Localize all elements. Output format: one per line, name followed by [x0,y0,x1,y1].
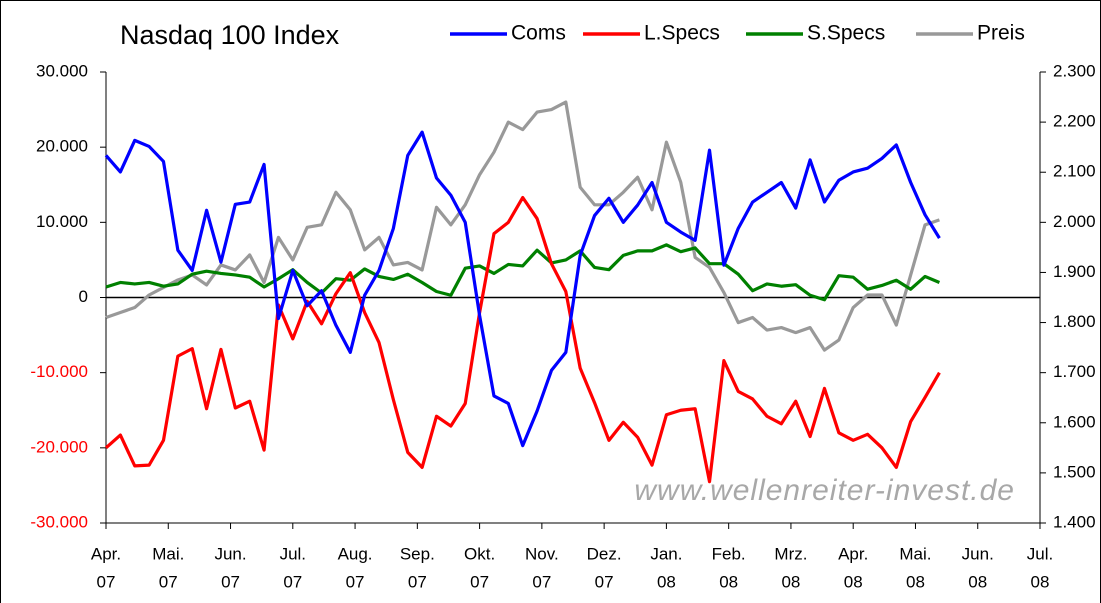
x-tick-label: Mai. [899,544,931,563]
y-tick-label: -10.000 [30,362,88,381]
x-tick-label: 07 [595,572,614,591]
x-tick-label: Jan. [650,544,682,563]
x-tick-label: 08 [781,572,800,591]
legend-label: Preis [977,22,1025,45]
watermark: www.wellenreiter-invest.de [634,474,1015,507]
y2-tick-label: 2.300 [1053,61,1096,80]
y2-tick-label: 1.800 [1053,312,1096,331]
x-tick-label: Okt. [464,544,495,563]
x-tick-label: Apr. [91,544,121,563]
x-tick-label: 07 [283,572,302,591]
x-tick-label: 08 [719,572,738,591]
x-tick-label: 07 [532,572,551,591]
x-tick-label: 08 [657,572,676,591]
x-tick-label: Jul. [1027,544,1053,563]
x-tick-label: Apr. [838,544,868,563]
x-tick-label: Mrz. [774,544,807,563]
y2-tick-label: 2.100 [1053,162,1096,181]
y-tick-label: 0 [79,287,88,306]
legend-label: L.Specs [644,22,720,45]
y2-tick-label: 1.500 [1053,462,1096,481]
x-tick-label: Dez. [587,544,622,563]
x-tick-label: Mai. [152,544,184,563]
x-tick-label: Nov. [525,544,559,563]
y-tick-label: 20.000 [36,137,88,156]
y-tick-label: 30.000 [36,61,88,80]
y2-tick-label: 2.000 [1053,212,1096,231]
x-tick-label: Jun. [214,544,246,563]
chart-title: Nasdaq 100 Index [120,20,340,50]
x-tick-label: 08 [906,572,925,591]
x-tick-label: 07 [346,572,365,591]
x-tick-label: 08 [968,572,987,591]
series-line [104,195,941,484]
legend-label: Coms [511,22,566,45]
x-tick-label: 07 [159,572,178,591]
x-tick-label: 07 [221,572,240,591]
y2-tick-label: 1.600 [1053,412,1096,431]
y2-tick-label: 1.400 [1053,512,1096,531]
y-tick-label: -30.000 [30,512,88,531]
x-tick-label: 08 [844,572,863,591]
series-line [105,100,940,352]
x-tick-label: 07 [408,572,427,591]
series-line [104,130,941,448]
y-tick-label: -20.000 [30,437,88,456]
y2-tick-label: 2.200 [1053,112,1096,131]
y-tick-label: 10.000 [36,212,88,231]
x-tick-label: 07 [97,572,116,591]
y2-tick-label: 1.700 [1053,362,1096,381]
series-line [105,243,941,302]
x-tick-label: Feb. [712,544,746,563]
x-tick-label: Sep. [400,544,435,563]
legend-label: S.Specs [807,22,885,45]
x-tick-label: Jun. [962,544,994,563]
x-tick-label: 08 [1031,572,1050,591]
x-tick-label: 07 [470,572,489,591]
y2-tick-label: 1.900 [1053,262,1096,281]
x-tick-label: Jul. [280,544,306,563]
x-tick-label: Aug. [338,544,373,563]
